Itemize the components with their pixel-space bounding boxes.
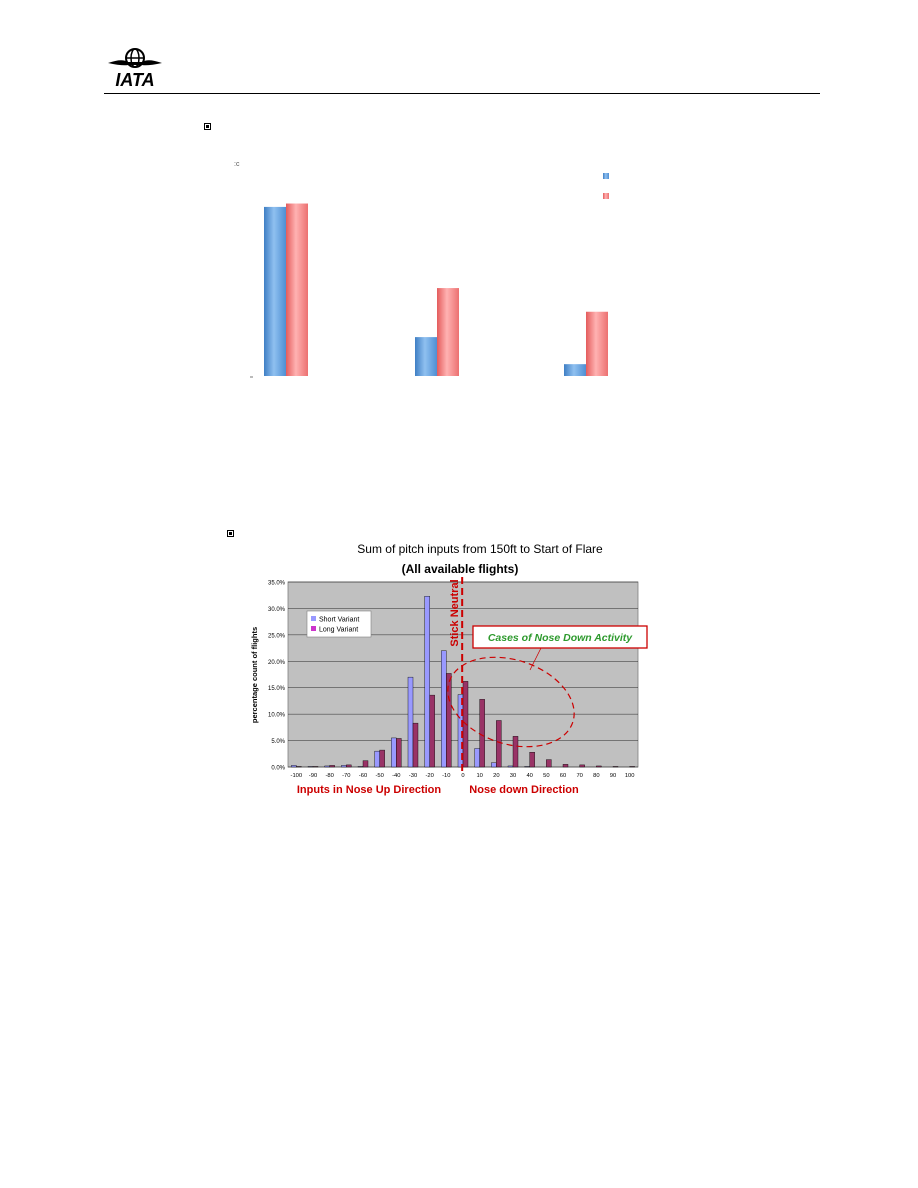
- chart2-bar-long--100: [296, 766, 302, 768]
- chart2-subtitle: (All available flights): [402, 562, 519, 576]
- chart2-bar-short-40: [524, 766, 530, 768]
- chart2-bar-short--10: [441, 650, 447, 768]
- stick-neutral-label: Stick Neutral: [449, 579, 461, 646]
- chart2-xtick-label: 50: [543, 773, 549, 779]
- chart2-xtick-label: -50: [375, 773, 383, 779]
- legend-label-long: Long Variant: [319, 627, 358, 634]
- bullet-figure-1: [204, 123, 211, 130]
- chart1-bar-s1-c2: [586, 311, 608, 376]
- chart2-xtick-label: 0: [461, 773, 464, 779]
- chart2-bar-long--90: [312, 766, 319, 768]
- chart2-xtick-label: 20: [493, 773, 499, 779]
- chart2-ylabel: percentage count of flights: [250, 627, 259, 723]
- chart1-bar-s1-c1: [437, 288, 459, 376]
- chart2-xtick-label: 40: [526, 773, 532, 779]
- chart2-bar-short--30: [407, 676, 414, 768]
- chart2-bar-short-30: [507, 765, 514, 768]
- chart2-bar-long--20: [429, 694, 435, 768]
- chart2-bar-long--80: [329, 765, 335, 768]
- globe-icon: [108, 48, 162, 68]
- chart2-bar-long-90: [612, 766, 619, 768]
- chart2-bar-short-10: [474, 748, 480, 768]
- chart2-title: Sum of pitch inputs from 150ft to Start …: [357, 542, 603, 556]
- chart2-bar-long-80: [596, 765, 602, 768]
- chart2-xtick-label: 90: [610, 773, 616, 779]
- chart2-ytick-label: 5.0%: [271, 739, 285, 745]
- chart1-axis-mark: :c: [234, 161, 240, 168]
- chart2-bar-short--60: [357, 766, 364, 768]
- chart2-bar-long--40: [396, 738, 402, 768]
- chart2-bar-short--90: [307, 766, 314, 768]
- chart2-xtick-label: 10: [476, 773, 482, 779]
- chart2-xtick-label: -10: [442, 773, 450, 779]
- chart2-xtick-label: -40: [392, 773, 400, 779]
- chart2-ytick-label: 0.0%: [271, 766, 285, 772]
- logo-text: IATA: [115, 70, 154, 90]
- chart2-titles: Sum of pitch inputs from 150ft to Start …: [357, 542, 603, 576]
- chart2-xtick-label: -100: [291, 773, 303, 779]
- chart2-legend: Short Variant Long Variant: [306, 610, 372, 638]
- chart2-xtick-label: 60: [560, 773, 566, 779]
- chart1-bar-s0-c2: [564, 364, 586, 376]
- chart2-bar-long-10: [479, 699, 485, 768]
- chart2-bar-long--30: [412, 722, 419, 768]
- nose-down-ellipse: [447, 656, 575, 748]
- nose-up-direction-label: Inputs in Nose Up Direction: [297, 784, 442, 796]
- chart2-xtick-label: 70: [576, 773, 582, 779]
- chart2-xtick-label: 80: [593, 773, 599, 779]
- nose-down-direction-label: Nose down Direction: [469, 784, 579, 796]
- chart1-bar-s1-c0: [286, 203, 308, 376]
- histogram-chart-2: 0.0% 5.0% 10.0% 15.0% 20.0% 25.0% 30.0% 35.0% -…: [250, 577, 648, 796]
- chart2-xtick-label: -70: [342, 773, 350, 779]
- chart2-xtick-label: -30: [409, 773, 417, 779]
- chart1-bar-s0-c0: [264, 206, 286, 376]
- chart2-ytick-label: 35.0%: [268, 581, 286, 587]
- header-rule: [104, 93, 820, 94]
- chart2-bar-short--20: [424, 596, 430, 768]
- nose-down-callout-box: [472, 625, 648, 649]
- chart2-xtick-label: -60: [359, 773, 367, 779]
- chart2-bar-long-100: [629, 766, 635, 768]
- chart1-legend: [603, 173, 609, 199]
- chart1-bar-s0-c1: [415, 337, 437, 376]
- chart2-bar-long-40: [529, 751, 535, 768]
- chart2-bar-short--40: [391, 737, 397, 768]
- chart2-xtick-label: 30: [510, 773, 516, 779]
- legend-swatch-long: [311, 626, 316, 631]
- bar-chart-1: :c: [234, 161, 609, 378]
- callout-leader: [529, 647, 542, 671]
- chart2-bar-long-60: [562, 764, 569, 768]
- chart2-bar-short--100: [291, 765, 297, 768]
- chart2-bar-long--50: [379, 749, 385, 768]
- chart2-ytick-label: 25.0%: [268, 633, 286, 639]
- chart2-bar-long--70: [346, 764, 352, 768]
- chart2-bar-short-20: [491, 762, 497, 768]
- chart2-bar-long-50: [546, 759, 552, 768]
- chart2-bar-long--10: [446, 673, 452, 768]
- chart2-ytick-label: 30.0%: [268, 607, 286, 613]
- chart2-xtick-label: -90: [309, 773, 317, 779]
- chart2-bar-long-20: [496, 720, 502, 768]
- iata-logo: IATA: [108, 48, 162, 90]
- chart2-bar-short--80: [324, 765, 330, 768]
- chart2-bar-long--60: [362, 760, 369, 768]
- chart1-legend-swatch-1: [603, 193, 609, 199]
- chart2-xtick-label: -80: [325, 773, 333, 779]
- chart2-xtick-label: 100: [625, 773, 635, 779]
- nose-down-callout-text: Cases of Nose Down Activity: [488, 632, 633, 644]
- chart2-ytick-label: 20.0%: [268, 660, 286, 666]
- chart1-legend-swatch-0: [603, 173, 609, 179]
- chart2-xtick-label: -20: [425, 773, 433, 779]
- legend-label-short: Short Variant: [319, 617, 359, 624]
- chart2-bar-long-70: [579, 764, 585, 768]
- chart2-bar-short--70: [341, 765, 347, 768]
- chart2-ytick-label: 10.0%: [268, 713, 286, 719]
- chart2-ytick-label: 15.0%: [268, 686, 286, 692]
- bullet-figure-2: [227, 530, 234, 537]
- chart2-bar-short--50: [374, 750, 380, 768]
- chart2-bar-long-30: [512, 736, 519, 768]
- legend-swatch-short: [311, 616, 316, 621]
